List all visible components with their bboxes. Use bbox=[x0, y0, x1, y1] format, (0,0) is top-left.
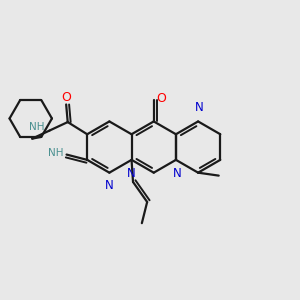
Text: N: N bbox=[173, 167, 182, 180]
Text: O: O bbox=[156, 92, 166, 105]
Text: NH: NH bbox=[29, 122, 44, 132]
Text: N: N bbox=[104, 179, 113, 192]
Text: NH: NH bbox=[47, 148, 63, 158]
Text: N: N bbox=[127, 167, 136, 180]
Text: N: N bbox=[195, 101, 204, 114]
Text: O: O bbox=[61, 92, 71, 104]
